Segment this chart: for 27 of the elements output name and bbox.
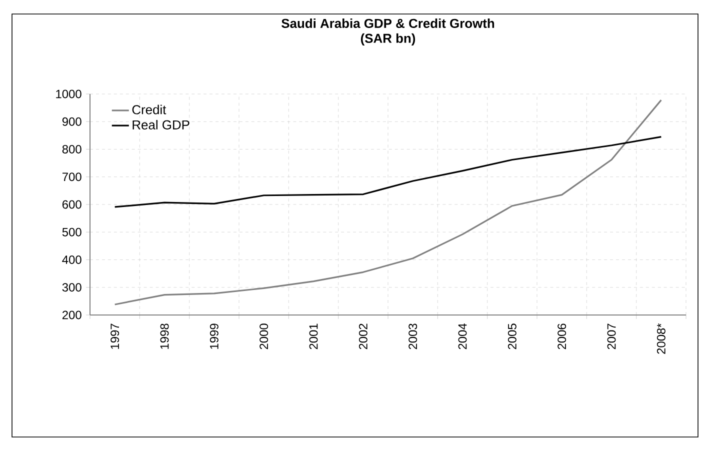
y-tick-label: 300 (62, 283, 82, 292)
y-tick-label: 500 (62, 228, 82, 236)
chart-subtitle: (SAR bn) (360, 33, 416, 46)
x-tick-label: 2004 (458, 324, 467, 350)
line-series (114, 136, 662, 208)
x-tick-label: 1997 (110, 324, 120, 349)
y-tick-label: 1000 (56, 90, 82, 98)
x-tick-label: 2001 (309, 324, 318, 350)
x-tick-label: 2000 (260, 324, 268, 350)
x-tick-label: 1999 (210, 324, 218, 349)
x-tick-label: 2006 (558, 324, 566, 350)
legend-label: Credit (132, 104, 166, 114)
line-series (114, 99, 662, 306)
x-tick-label: 2002 (358, 324, 368, 350)
chart-title: Saudi Arabia GDP & Credit Growth (282, 18, 494, 28)
y-tick-label: 200 (62, 310, 82, 320)
x-tick-label: 2005 (508, 324, 516, 350)
y-tick-label: 700 (62, 172, 82, 182)
y-tick-label: 600 (62, 200, 82, 209)
legend-label: Real GDP (132, 120, 190, 130)
x-tick-label: 1998 (160, 324, 169, 349)
x-tick-label: 2003 (408, 324, 418, 350)
y-tick-label: 800 (62, 145, 82, 154)
x-tick-label: 2008* (656, 323, 666, 354)
y-tick-label: 400 (62, 256, 82, 264)
x-tick-label: 2007 (607, 324, 616, 350)
y-tick-label: 900 (62, 117, 82, 126)
